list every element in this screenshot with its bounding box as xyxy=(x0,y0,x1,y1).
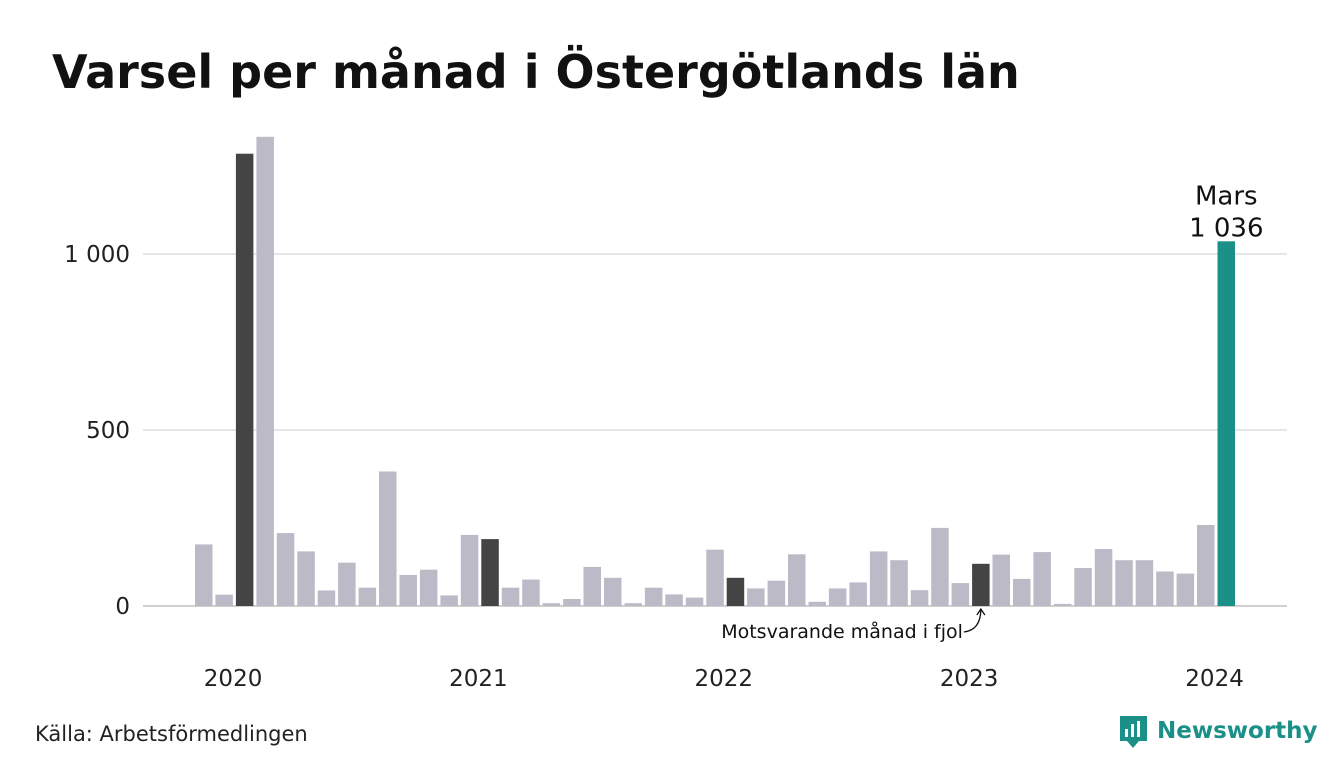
bar-2023-08 xyxy=(1074,568,1092,606)
x-tick-label: 2021 xyxy=(449,666,508,692)
bar-2022-10 xyxy=(869,551,888,606)
bar-2021-08 xyxy=(583,566,601,606)
bar-2021-06 xyxy=(542,603,561,606)
highlight-value-label: 1 036 xyxy=(1189,213,1263,243)
bar-2020-07 xyxy=(317,590,336,606)
bar-2020-04 xyxy=(256,136,274,607)
bar-2021-12 xyxy=(665,594,683,606)
bar-2022-02 xyxy=(706,549,724,606)
y-axis-ticks: 0 500 1 000 xyxy=(64,242,130,620)
bar-2022-03 xyxy=(726,577,745,606)
bar-2024-02 xyxy=(1197,525,1215,606)
source-label: Källa: Arbetsförmedlingen xyxy=(35,722,308,746)
bar-2020-11 xyxy=(399,575,417,606)
bar-2020-05 xyxy=(276,533,295,606)
bar-2021-10 xyxy=(624,603,642,606)
x-axis-ticks: 2020 2021 2022 2023 2024 xyxy=(204,666,1244,692)
newsworthy-logo: Newsworthy xyxy=(1120,716,1318,748)
bar-2022-08 xyxy=(828,588,847,606)
bar-2021-11 xyxy=(644,587,663,606)
y-tick-label: 0 xyxy=(115,594,130,620)
bar-2023-07 xyxy=(1053,603,1072,606)
bar-2020-01 xyxy=(195,544,213,606)
same-month-callout: Motsvarande månad i fjol xyxy=(721,607,986,643)
bar-2021-03 xyxy=(481,539,499,606)
newsworthy-logo-icon xyxy=(1120,716,1147,748)
bar-2023-05 xyxy=(1013,578,1031,606)
x-tick-label: 2023 xyxy=(940,666,999,692)
bar-2023-11 xyxy=(1135,560,1154,606)
highlight-month-label: Mars xyxy=(1195,181,1258,211)
bar-2023-09 xyxy=(1094,549,1113,606)
bar-2023-06 xyxy=(1033,552,1051,606)
newsworthy-logo-text: Newsworthy xyxy=(1157,718,1318,744)
x-tick-label: 2024 xyxy=(1185,666,1244,692)
callout-text: Motsvarande månad i fjol xyxy=(721,620,963,643)
bar-2022-05 xyxy=(767,580,786,606)
y-tick-label: 500 xyxy=(86,418,130,444)
bar-2020-02 xyxy=(215,594,233,606)
bar-2021-01 xyxy=(440,595,458,606)
bar-2024-03 xyxy=(1217,241,1235,607)
bar-2021-05 xyxy=(522,579,540,606)
bar-2022-01 xyxy=(685,597,704,606)
x-tick-label: 2022 xyxy=(695,666,754,692)
chart-title: Varsel per månad i Östergötlands län xyxy=(52,45,1020,99)
bar-2023-10 xyxy=(1115,560,1133,606)
bar-2022-04 xyxy=(747,588,765,606)
y-tick-label: 1 000 xyxy=(64,242,130,268)
bar-2024-01 xyxy=(1176,573,1195,606)
bar-2022-06 xyxy=(788,554,806,606)
bar-2021-09 xyxy=(604,577,622,606)
bar-2022-12 xyxy=(910,590,929,606)
x-tick-label: 2020 xyxy=(204,666,263,692)
bar-2023-12 xyxy=(1156,571,1174,606)
bar-2021-07 xyxy=(563,599,581,606)
bar-2020-06 xyxy=(297,551,315,606)
bar-2020-12 xyxy=(419,569,438,606)
bar-2020-10 xyxy=(379,471,397,606)
bar-2022-09 xyxy=(849,582,867,606)
bar-2021-04 xyxy=(501,587,520,606)
highlight-annotation: Mars 1 036 xyxy=(1189,181,1263,243)
bars xyxy=(195,136,1235,607)
bar-2020-03 xyxy=(235,153,254,606)
bar-2023-04 xyxy=(992,554,1010,606)
bar-2023-03 xyxy=(972,563,990,606)
bar-2022-07 xyxy=(808,601,826,606)
bar-2020-09 xyxy=(358,587,377,606)
bar-2022-11 xyxy=(890,560,908,606)
bar-2023-01 xyxy=(931,527,949,606)
bar-2020-08 xyxy=(338,562,356,606)
bar-2023-02 xyxy=(951,583,970,606)
callout-arrow xyxy=(963,607,986,633)
bar-2021-02 xyxy=(460,534,479,606)
